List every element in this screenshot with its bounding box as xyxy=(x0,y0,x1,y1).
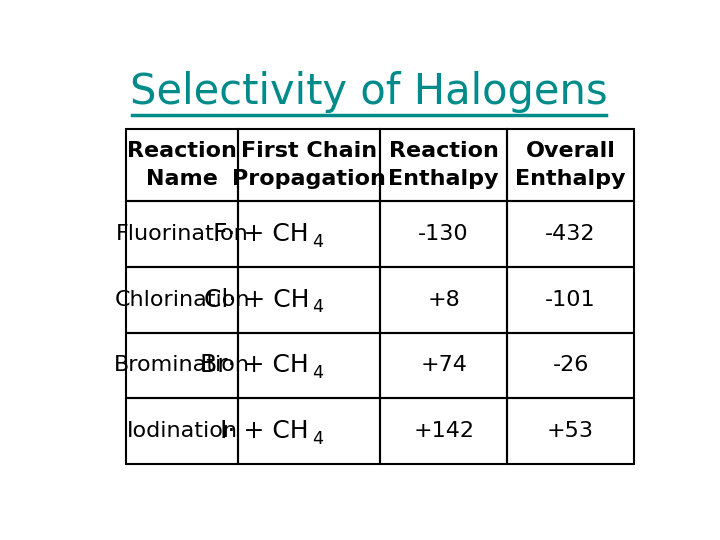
Bar xyxy=(238,129,380,201)
Text: 4: 4 xyxy=(312,298,323,316)
Text: Reaction
Enthalpy: Reaction Enthalpy xyxy=(388,141,499,189)
Bar xyxy=(126,201,238,267)
Bar xyxy=(507,267,634,333)
Text: Selectivity of Halogens: Selectivity of Halogens xyxy=(130,71,608,113)
Bar xyxy=(507,201,634,267)
Bar xyxy=(126,333,238,399)
Bar xyxy=(380,333,507,399)
Text: -432: -432 xyxy=(545,224,596,244)
Bar xyxy=(380,129,507,201)
Text: 4: 4 xyxy=(312,233,323,251)
Text: Fluorination: Fluorination xyxy=(116,224,248,244)
Text: Cl· + CH: Cl· + CH xyxy=(204,288,309,312)
Text: Br· + CH: Br· + CH xyxy=(200,354,309,377)
Bar xyxy=(380,399,507,464)
Text: -130: -130 xyxy=(418,224,469,244)
Text: F· + CH: F· + CH xyxy=(213,222,309,246)
Text: Reaction
Name: Reaction Name xyxy=(127,141,237,189)
Bar xyxy=(126,399,238,464)
Text: Iodination: Iodination xyxy=(127,421,238,441)
Bar xyxy=(238,267,380,333)
Text: +53: +53 xyxy=(547,421,594,441)
Text: Chlorination: Chlorination xyxy=(114,290,250,310)
Text: -26: -26 xyxy=(552,355,589,375)
Bar xyxy=(507,399,634,464)
Text: First Chain
Propagation: First Chain Propagation xyxy=(232,141,386,189)
Text: 4: 4 xyxy=(312,430,323,448)
Text: +142: +142 xyxy=(413,421,474,441)
Bar xyxy=(126,267,238,333)
Text: Bromination: Bromination xyxy=(114,355,250,375)
Text: I· + CH: I· + CH xyxy=(220,419,309,443)
Bar xyxy=(238,399,380,464)
Text: 4: 4 xyxy=(312,364,323,382)
Bar xyxy=(507,333,634,399)
Bar xyxy=(380,201,507,267)
Bar xyxy=(238,333,380,399)
Text: Overall
Enthalpy: Overall Enthalpy xyxy=(516,141,626,189)
Bar xyxy=(507,129,634,201)
Text: +8: +8 xyxy=(427,290,460,310)
Text: +74: +74 xyxy=(420,355,467,375)
Bar xyxy=(238,201,380,267)
Bar xyxy=(126,129,238,201)
Bar xyxy=(380,267,507,333)
Text: -101: -101 xyxy=(545,290,596,310)
